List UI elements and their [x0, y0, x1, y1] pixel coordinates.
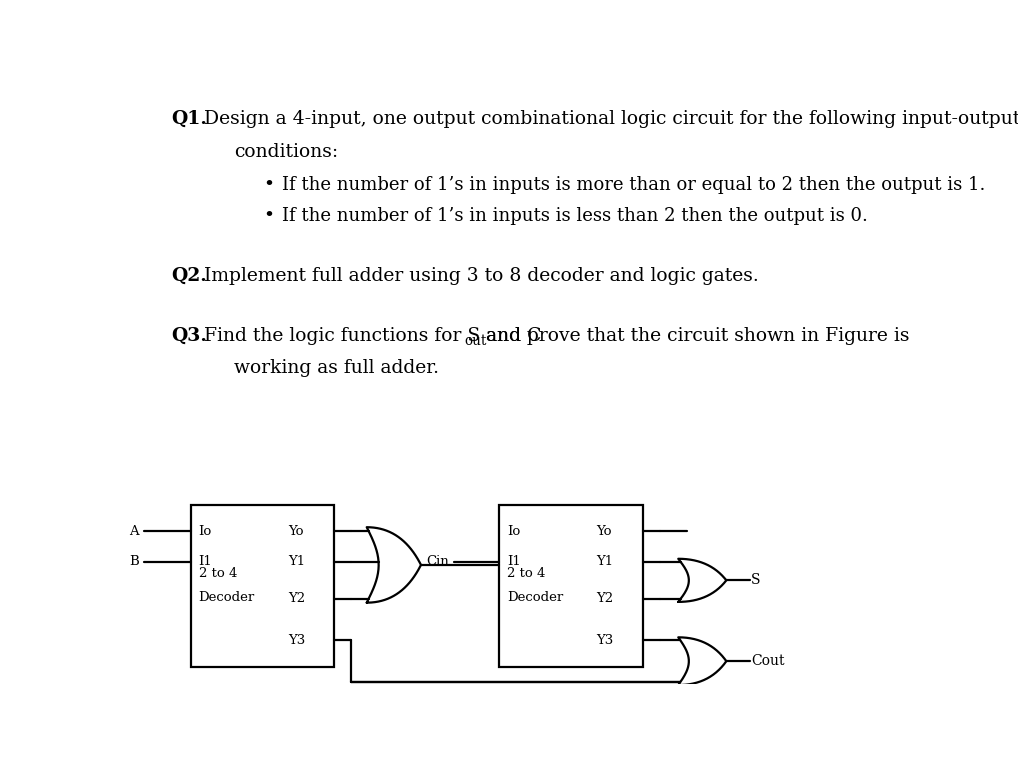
Text: Cin: Cin [427, 555, 449, 568]
Text: A: A [129, 525, 138, 538]
Text: B: B [129, 555, 138, 568]
Text: Io: Io [507, 525, 520, 538]
Text: Q1.: Q1. [171, 110, 208, 127]
Text: •: • [263, 207, 274, 225]
Text: If the number of 1’s in inputs is less than 2 then the output is 0.: If the number of 1’s in inputs is less t… [282, 207, 868, 225]
Text: out: out [464, 333, 487, 348]
Text: Y2: Y2 [597, 592, 613, 605]
Text: If the number of 1’s in inputs is more than or equal to 2 then the output is 1.: If the number of 1’s in inputs is more t… [282, 176, 985, 194]
Text: Find the logic functions for S and C: Find the logic functions for S and C [204, 327, 542, 345]
Text: Y2: Y2 [288, 592, 304, 605]
Text: Yo: Yo [288, 525, 303, 538]
Text: Y1: Y1 [597, 555, 613, 568]
Text: •: • [263, 176, 274, 194]
Text: Decoder: Decoder [199, 591, 254, 604]
Text: Decoder: Decoder [507, 591, 563, 604]
Bar [499, 505, 642, 667]
Text: and prove that the circuit shown in Figure is: and prove that the circuit shown in Figu… [479, 327, 909, 345]
Text: Q2.: Q2. [171, 267, 208, 285]
Text: Yo: Yo [597, 525, 612, 538]
Text: Y3: Y3 [288, 634, 305, 647]
Text: Q3.: Q3. [171, 327, 208, 345]
Text: Y1: Y1 [288, 555, 304, 568]
Text: S: S [751, 574, 760, 588]
Polygon shape [366, 527, 421, 603]
Polygon shape [678, 559, 726, 602]
Polygon shape [678, 637, 726, 685]
Bar [190, 505, 334, 667]
Text: Io: Io [199, 525, 212, 538]
Text: I1: I1 [199, 555, 213, 568]
Text: Cout: Cout [751, 654, 785, 668]
Text: 2 to 4: 2 to 4 [507, 568, 546, 581]
Text: Design a 4-input, one output combinational logic circuit for the following input: Design a 4-input, one output combination… [204, 110, 1018, 127]
Text: Implement full adder using 3 to 8 decoder and logic gates.: Implement full adder using 3 to 8 decode… [204, 267, 758, 285]
Text: I1: I1 [507, 555, 521, 568]
Text: 2 to 4: 2 to 4 [199, 568, 237, 581]
Text: working as full adder.: working as full adder. [234, 359, 439, 377]
Text: Y3: Y3 [597, 634, 614, 647]
Text: conditions:: conditions: [234, 143, 338, 161]
